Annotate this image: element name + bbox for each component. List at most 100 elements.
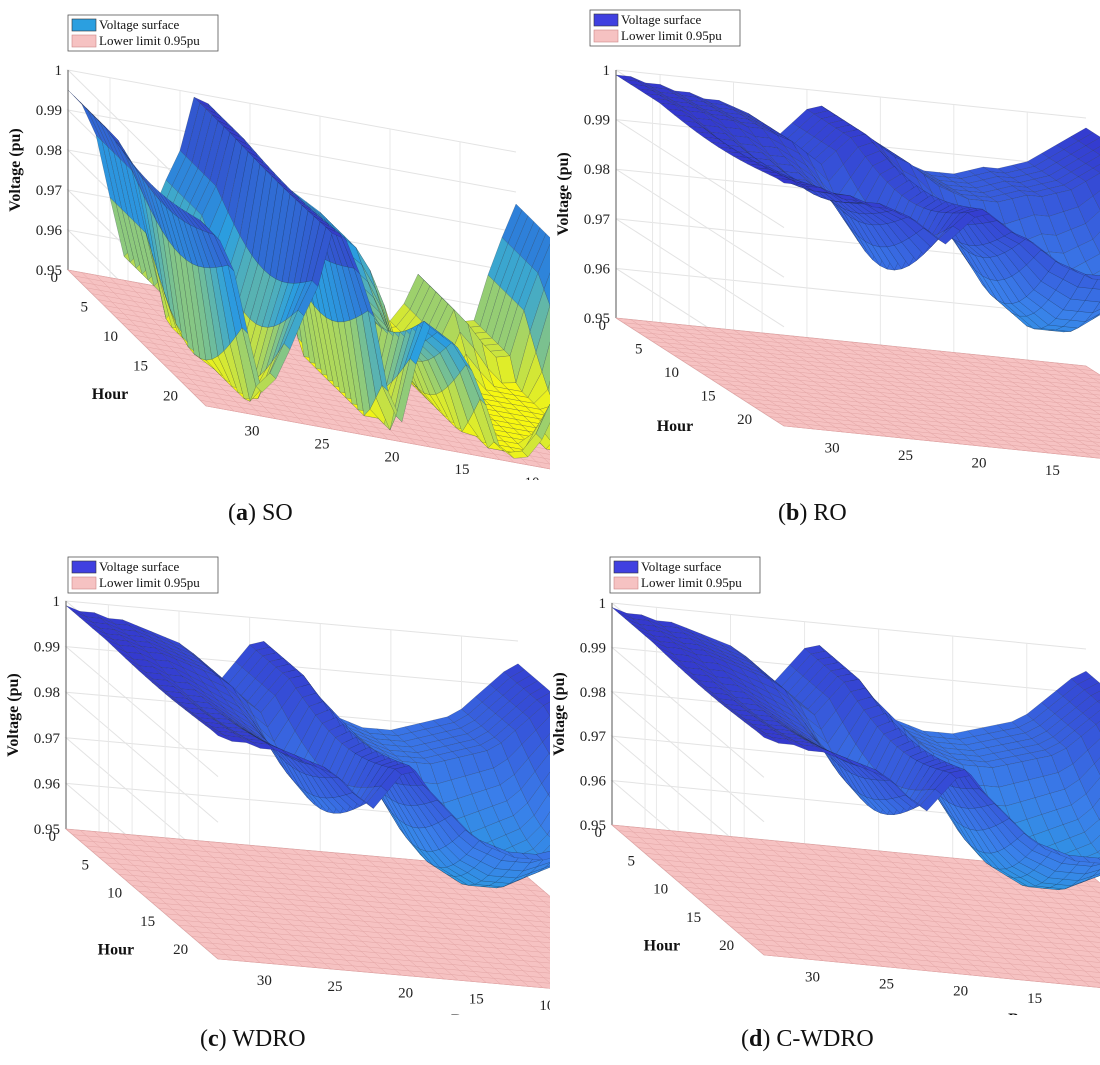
axes: 0.950.960.970.980.9910510152051015202530… (5, 594, 550, 1015)
plane-grid-line (893, 852, 1046, 983)
plane-grid-line (674, 323, 843, 433)
plane-grid-line (193, 393, 550, 460)
legend-label-limit: Lower limit 0.95pu (621, 28, 722, 43)
plane-grid-line (697, 898, 1100, 938)
bus-tick-label: 20 (971, 456, 986, 472)
plane-grid-line (783, 425, 1100, 459)
plane-grid-line (645, 336, 1100, 384)
plane-grid-line (700, 833, 854, 964)
surface-cell (530, 862, 550, 873)
plane-grid-line (178, 924, 550, 959)
plane-grid-line (850, 341, 1020, 451)
z-axis-label: Voltage (pu) (555, 152, 572, 235)
z-tick-label: 0.96 (584, 261, 611, 277)
plane-grid-line (199, 399, 550, 465)
plane-grid-line (658, 864, 1100, 908)
surface-cell (1090, 690, 1100, 702)
hour-tick-label: 10 (653, 882, 668, 898)
plane-grid-line (967, 859, 1100, 974)
z-tick-label: 0.96 (34, 776, 61, 792)
plane-grid-line (819, 844, 972, 976)
plane-grid-line (503, 867, 550, 908)
surface-plot-d: 0.950.960.970.980.9910510152051015202530… (551, 556, 1100, 1015)
surface-cell (1092, 797, 1100, 820)
plane-grid-line (615, 317, 785, 427)
plane-grid-line (623, 322, 1094, 371)
hour-tick-label: 15 (701, 388, 716, 404)
hour-tick-label: 0 (49, 829, 57, 845)
plane-grid-line (740, 397, 1100, 435)
bus-tick-label: 10 (539, 998, 550, 1014)
surface-cell (540, 811, 550, 835)
plane-grid-line (249, 845, 402, 976)
legend-swatch-limit (71, 34, 97, 48)
plane-grid-line (725, 388, 1100, 427)
voltage-surface (611, 607, 1100, 890)
axes: 0.950.960.970.980.9910510152051015202530… (555, 63, 1060, 479)
plane-grid-line (777, 334, 946, 443)
surface-cell (1086, 873, 1100, 881)
lower-limit-plane (615, 317, 1100, 459)
plane-grid-line (277, 847, 431, 978)
z-axis-label: Voltage (pu) (551, 672, 568, 755)
legend-label-surface: Voltage surface (99, 17, 179, 32)
surface-cell (541, 771, 550, 795)
plane-grid-line (65, 828, 219, 960)
hour-tick-label: 20 (163, 388, 178, 404)
hour-tick-label: 15 (140, 914, 155, 930)
bus-tick-label: 15 (455, 462, 470, 478)
plane-grid-line (685, 831, 839, 963)
surface-cell (1078, 150, 1100, 164)
surface-cell (533, 834, 550, 856)
plane-grid-line (198, 941, 550, 974)
hour-tick-label: 0 (51, 270, 59, 286)
voltage-surface (615, 74, 1100, 333)
surface-cell (1092, 313, 1100, 320)
hour-tick-label: 10 (103, 329, 118, 345)
plane-grid-line (703, 374, 1100, 416)
plane-grid-line (433, 861, 550, 962)
plane-grid-line (762, 411, 1100, 447)
z-tick-label: 0.96 (36, 223, 63, 239)
hour-axis-label: Hour (644, 937, 680, 954)
plane-grid-line (151, 902, 550, 938)
legend-label-limit: Lower limit 0.95pu (641, 575, 742, 590)
plane-grid-line (95, 274, 235, 412)
hour-tick-label: 5 (81, 300, 89, 316)
surface-cell (1092, 164, 1100, 173)
plane-grid-line (1056, 362, 1100, 392)
plane-grid-line (291, 848, 445, 980)
legend-label-limit: Lower limit 0.95pu (99, 575, 200, 590)
legend-swatch-limit (613, 576, 639, 590)
plane-grid-line (192, 840, 346, 971)
plane-grid-line (645, 320, 814, 430)
plane-grid-line (997, 356, 1100, 423)
z-axis-label: Voltage (pu) (5, 673, 22, 756)
plane-grid-line (125, 879, 550, 918)
bus-tick-label: 25 (879, 977, 894, 993)
surface-cell (1092, 146, 1100, 155)
surface-cell (1084, 819, 1100, 844)
plane-grid-line (745, 837, 898, 969)
plane-grid-line (81, 272, 221, 409)
surface-cell (529, 288, 550, 353)
plane-grid-line (376, 856, 529, 987)
plane-grid-line (730, 836, 883, 967)
z-tick-label: 0.97 (36, 183, 63, 199)
plane-grid-line (806, 337, 976, 446)
z-tick-label: 0.97 (580, 729, 607, 745)
plane-grid-line (659, 345, 1100, 392)
surface-cell (531, 233, 550, 274)
surface-plot-a: 0.950.960.970.980.9910510152051015202530… (7, 14, 550, 480)
bus-tick-label: 30 (805, 969, 820, 985)
plane-grid-line (145, 896, 550, 933)
plane-grid-line (637, 331, 1100, 380)
surface-cell (542, 733, 550, 754)
z-tick-label: 0.99 (34, 640, 60, 656)
plane-grid-line (191, 936, 550, 969)
surface-cell (529, 705, 550, 731)
surface-cell (1092, 301, 1100, 314)
panel-a: 0.950.960.970.980.9910510152051015202530… (0, 0, 550, 480)
hour-tick-label: 20 (719, 938, 734, 954)
